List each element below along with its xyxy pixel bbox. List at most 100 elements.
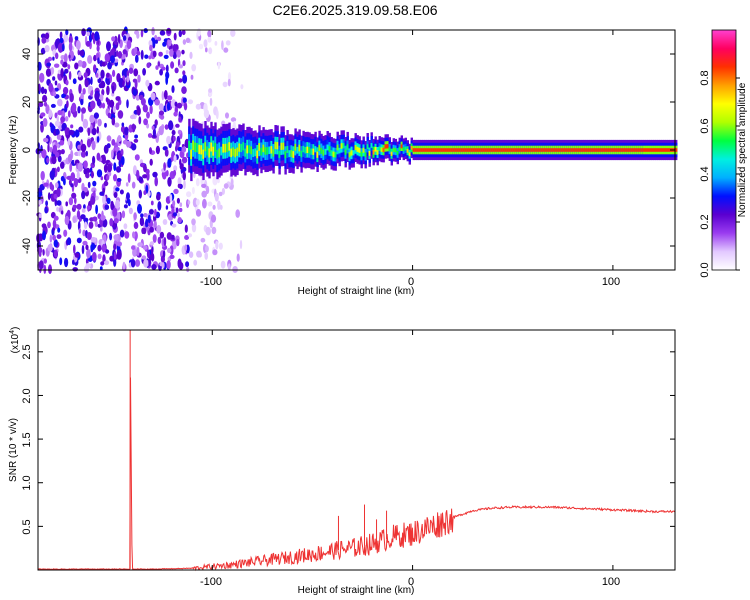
heatmap-cell (115, 199, 120, 209)
heatmap-cell (66, 100, 69, 108)
heatmap-cell (113, 218, 119, 224)
heatmap-cell (173, 212, 177, 217)
heatmap-cell (53, 193, 58, 200)
heatmap-cell (90, 236, 97, 243)
heatmap-cell (223, 183, 229, 189)
heatmap-cell (62, 86, 69, 95)
heatmap-cell (86, 248, 91, 259)
heatmap-cell (190, 74, 194, 80)
x-tick-label-bottom: 0 (408, 576, 414, 588)
snr-plot-area (38, 330, 676, 572)
heatmap-cell (53, 239, 58, 248)
heatmap-signal-cell (404, 146, 407, 151)
heatmap-signal-cell (306, 146, 309, 153)
heatmap-signal-cell (384, 144, 387, 149)
heatmap-cell (222, 81, 228, 88)
heatmap-cell (133, 212, 137, 221)
heatmap-cell (100, 176, 104, 181)
heatmap-signal-cell (538, 148, 542, 152)
heatmap-cell (106, 85, 110, 96)
heatmap-signal-cell (661, 148, 664, 152)
heatmap-cell (154, 99, 160, 106)
heatmap-signal-cell (322, 149, 325, 156)
heatmap-cell (175, 207, 179, 214)
heatmap-cell (60, 161, 65, 169)
heatmap-signal-cell (528, 148, 532, 152)
heatmap-cell (86, 232, 92, 240)
heatmap-signal-cell (370, 143, 373, 148)
heatmap-signal-cell (338, 147, 341, 154)
heatmap-cell (171, 129, 176, 136)
heatmap-cell (40, 170, 45, 181)
heatmap-cell (97, 213, 102, 219)
heatmap-signal-cell (424, 148, 427, 152)
heatmap-cell (155, 65, 159, 70)
heatmap-cell (83, 265, 90, 273)
heatmap-cell (165, 49, 169, 55)
heatmap-signal-cell (636, 148, 640, 152)
heatmap-cell (49, 234, 53, 243)
heatmap-cell (152, 37, 156, 47)
heatmap-signal-cell (590, 148, 594, 152)
heatmap-cell (70, 183, 74, 188)
heatmap-cell (81, 244, 85, 255)
heatmap-cell (60, 149, 65, 155)
heatmap-cell (219, 204, 223, 210)
heatmap-signal-cell (494, 148, 498, 152)
heatmap-cell (157, 236, 162, 245)
heatmap-cell (79, 50, 85, 57)
heatmap-cell (164, 149, 169, 157)
heatmap-signal-cell (194, 142, 197, 152)
heatmap-cell (132, 165, 137, 176)
heatmap-cell (54, 63, 60, 68)
y-tick-label-snr: 1.0 (21, 475, 33, 490)
heatmap-signal-cell (410, 146, 413, 150)
heatmap-cell (115, 50, 119, 57)
heatmap-signal-cell (378, 146, 381, 151)
heatmap-cell (126, 40, 132, 50)
heatmap-cell (63, 33, 69, 43)
heatmap-cell (184, 235, 190, 240)
heatmap-cell (77, 106, 81, 114)
y-axis-label-bottom: SNR (10 * v/v) (8, 418, 19, 482)
heatmap-cell (136, 50, 141, 56)
heatmap-cell (191, 223, 197, 233)
heatmap-cell (122, 35, 127, 41)
heatmap-cell (141, 227, 145, 234)
heatmap-signal-cell (480, 148, 484, 152)
heatmap-cell (132, 89, 138, 96)
heatmap-cell (64, 215, 70, 226)
heatmap-signal-cell (358, 147, 361, 153)
heatmap-cell (145, 226, 150, 231)
heatmap-cell (85, 244, 89, 251)
heatmap-cell (132, 231, 136, 239)
heatmap-cell (138, 176, 144, 183)
heatmap-cell (156, 224, 162, 234)
heatmap-cell (57, 98, 63, 107)
heatmap-cell (50, 103, 56, 108)
colorbar-tick-label: 0.4 (699, 166, 711, 181)
colorbar-frame (711, 29, 737, 271)
heatmap-cell (106, 135, 112, 142)
heatmap-cell (163, 162, 167, 171)
heatmap-cell (60, 59, 64, 65)
heatmap-cell (166, 102, 171, 111)
heatmap-cell (93, 112, 99, 119)
heatmap-cell (136, 169, 140, 179)
heatmap-cell (200, 237, 206, 243)
heatmap-signal-cell (630, 148, 634, 152)
heatmap-signal-cell (274, 141, 277, 150)
heatmap-cell (217, 178, 220, 184)
heatmap-signal-cell (472, 148, 476, 152)
heatmap-cell (90, 243, 96, 251)
heatmap-cell (152, 50, 157, 58)
heatmap-signal-cell (534, 148, 538, 152)
heatmap-cell (96, 169, 103, 178)
y-multiplier-label: (x104) (9, 327, 21, 354)
heatmap-cell (105, 97, 109, 103)
heatmap-signal-cell (468, 148, 472, 152)
heatmap-cell (85, 258, 89, 265)
heatmap-cell (128, 67, 134, 74)
heatmap-cell (47, 244, 53, 252)
heatmap-cell (64, 116, 69, 122)
